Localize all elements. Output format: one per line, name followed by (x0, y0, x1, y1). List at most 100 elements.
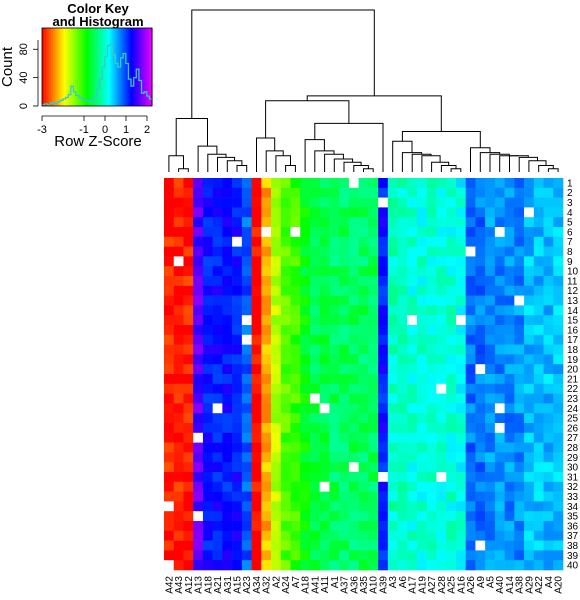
heatmap-cell (455, 442, 466, 453)
heatmap-cell (475, 511, 486, 522)
heatmap-cell (378, 325, 389, 336)
heatmap-cell (426, 481, 437, 492)
heatmap-cell (485, 472, 496, 483)
heatmap-cell (387, 197, 398, 208)
heatmap-cell (475, 266, 486, 277)
heatmap-cell (241, 207, 252, 218)
heatmap-cell (358, 511, 369, 522)
heatmap-cell (524, 187, 535, 198)
heatmap-cell (339, 452, 350, 463)
heatmap-cell (378, 344, 389, 355)
heatmap-cell (339, 305, 350, 316)
heatmap-cell (533, 521, 544, 532)
heatmap-cell (533, 305, 544, 316)
heatmap-cell (183, 207, 194, 218)
heatmap-cell (280, 374, 291, 385)
heatmap-cell (387, 325, 398, 336)
heatmap-cell (212, 413, 223, 424)
heatmap-cell (494, 256, 505, 267)
heatmap-cell (504, 560, 515, 571)
heatmap-cell (202, 334, 213, 345)
heatmap-cell (524, 413, 535, 424)
heatmap-cell (173, 246, 184, 257)
heatmap-cell (319, 403, 330, 414)
heatmap-cell (524, 197, 535, 208)
heatmap-cell (436, 550, 447, 561)
row-label: 22 (567, 384, 579, 395)
heatmap-cell (465, 462, 476, 473)
heatmap-cell (465, 442, 476, 453)
zscore-tick-label: 1 (123, 124, 129, 136)
heatmap-cell (300, 521, 311, 532)
heatmap-cell (436, 285, 447, 296)
heatmap-cell (397, 530, 408, 541)
count-tick-label: 40 (18, 72, 30, 84)
heatmap-cell (261, 374, 272, 385)
dendrogram-branch (499, 155, 519, 172)
heatmap-cell (202, 236, 213, 247)
heatmap-cell (494, 383, 505, 394)
heatmap-cell (524, 364, 535, 375)
heatmap-cell (319, 315, 330, 326)
heatmap-cell (455, 305, 466, 316)
heatmap-cell (358, 236, 369, 247)
heatmap-cell (504, 413, 515, 424)
heatmap-cell (397, 452, 408, 463)
heatmap-cell (368, 472, 379, 483)
heatmap-cell (261, 491, 272, 502)
column-label: A32 (262, 576, 273, 594)
heatmap-cell (339, 207, 350, 218)
heatmap-cell (183, 227, 194, 238)
heatmap-cell (436, 187, 447, 198)
heatmap-cell (475, 178, 486, 189)
heatmap-cell (533, 481, 544, 492)
heatmap-cell (494, 511, 505, 522)
heatmap-cell (485, 383, 496, 394)
dendrogram-branch (207, 153, 227, 172)
column-label: A42 (164, 576, 175, 594)
heatmap-cell (465, 315, 476, 326)
heatmap-cell (329, 364, 340, 375)
heatmap-cell (222, 374, 233, 385)
row-label: 5 (567, 218, 573, 229)
heatmap-cell (193, 393, 204, 404)
heatmap-cell (426, 354, 437, 365)
heatmap-cell (524, 295, 535, 306)
heatmap-cell (212, 266, 223, 277)
heatmap-cell (329, 491, 340, 502)
heatmap-cell (397, 432, 408, 443)
heatmap-cell (164, 413, 175, 424)
heatmap-cell (504, 236, 515, 247)
heatmap-cell (222, 521, 233, 532)
heatmap-cell (319, 442, 330, 453)
heatmap-cell (378, 315, 389, 326)
heatmap-cell (261, 276, 272, 287)
heatmap-cell (397, 256, 408, 267)
heatmap-cell (212, 217, 223, 228)
heatmap-cell (417, 334, 428, 345)
heatmap-cell (300, 403, 311, 414)
heatmap-cell (387, 511, 398, 522)
heatmap-cell (524, 432, 535, 443)
heatmap-cell (553, 481, 564, 492)
heatmap-cell (309, 530, 321, 541)
heatmap-cell (446, 315, 457, 326)
heatmap-cell (212, 491, 223, 502)
heatmap-cell (387, 295, 398, 306)
heatmap-cell (455, 491, 466, 502)
heatmap-cell (232, 432, 243, 443)
heatmap-cell (407, 276, 418, 287)
heatmap-cell (348, 217, 359, 228)
heatmap-cell (280, 560, 291, 571)
heatmap-cell (417, 442, 428, 453)
heatmap-cell (475, 364, 486, 375)
heatmap-cell (553, 442, 564, 453)
heatmap-cell (183, 521, 194, 532)
heatmap-cell (514, 550, 525, 561)
heatmap-cell (543, 550, 554, 561)
heatmap-cell (436, 325, 447, 336)
heatmap-cell (387, 344, 398, 355)
heatmap-cell (290, 442, 301, 453)
heatmap-cell (494, 295, 505, 306)
heatmap-cell (300, 187, 311, 198)
